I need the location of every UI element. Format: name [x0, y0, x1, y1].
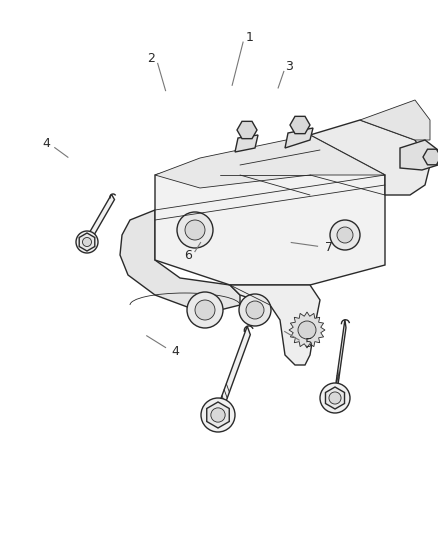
Circle shape [177, 212, 213, 248]
Polygon shape [235, 135, 258, 152]
Circle shape [239, 294, 271, 326]
Circle shape [208, 405, 228, 425]
Circle shape [329, 392, 341, 404]
Polygon shape [230, 285, 320, 365]
Circle shape [185, 220, 205, 240]
Text: 6: 6 [184, 249, 192, 262]
Polygon shape [155, 135, 385, 285]
Text: 1: 1 [246, 31, 254, 44]
Circle shape [195, 300, 215, 320]
Circle shape [81, 236, 93, 248]
Circle shape [337, 227, 353, 243]
Polygon shape [216, 326, 251, 419]
Polygon shape [207, 402, 229, 428]
Text: 3: 3 [285, 60, 293, 73]
Polygon shape [335, 320, 346, 402]
Text: 4: 4 [171, 345, 179, 358]
Polygon shape [85, 195, 114, 245]
Circle shape [320, 383, 350, 413]
Polygon shape [310, 120, 430, 195]
Circle shape [82, 238, 92, 246]
Text: 5: 5 [305, 337, 313, 350]
Text: 4: 4 [42, 138, 50, 150]
Circle shape [330, 220, 360, 250]
Polygon shape [400, 140, 438, 170]
Polygon shape [285, 128, 313, 148]
Circle shape [201, 398, 235, 432]
Circle shape [246, 301, 264, 319]
Polygon shape [237, 122, 257, 139]
Circle shape [211, 408, 225, 422]
Text: 2: 2 [147, 52, 155, 65]
Text: 7: 7 [325, 241, 332, 254]
Polygon shape [120, 210, 240, 310]
Polygon shape [325, 387, 345, 409]
Circle shape [326, 389, 344, 407]
Circle shape [298, 321, 316, 339]
Polygon shape [155, 135, 385, 188]
Polygon shape [289, 312, 325, 348]
Polygon shape [79, 233, 95, 251]
Polygon shape [423, 149, 438, 165]
Circle shape [187, 292, 223, 328]
Circle shape [76, 231, 98, 253]
Polygon shape [290, 116, 310, 134]
Polygon shape [360, 100, 430, 140]
